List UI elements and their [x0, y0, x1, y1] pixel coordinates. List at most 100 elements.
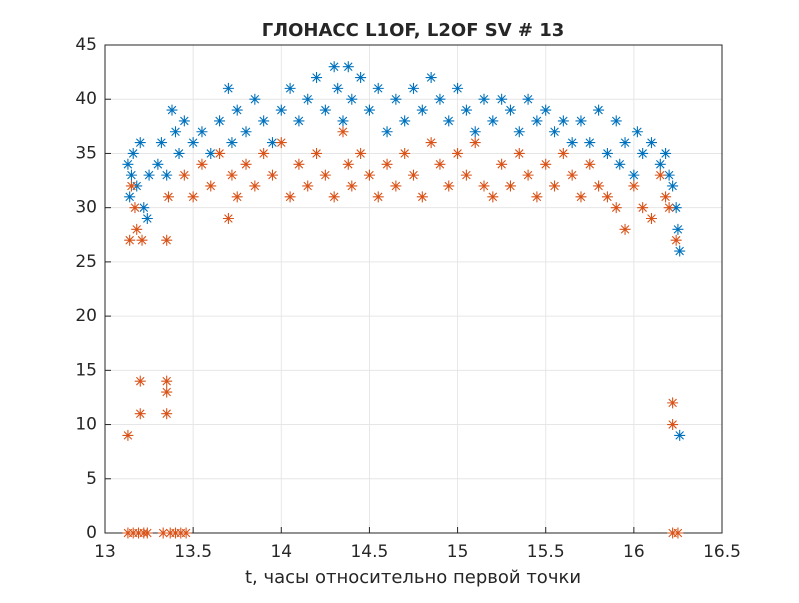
data-point	[328, 61, 340, 73]
data-point	[124, 191, 136, 203]
x-tick-label: 14	[270, 542, 292, 562]
data-point	[425, 72, 437, 84]
data-point	[328, 191, 340, 203]
y-tick-label: 30	[75, 198, 97, 218]
data-point	[196, 158, 208, 170]
data-point	[275, 137, 287, 149]
data-point	[170, 126, 182, 138]
data-point	[610, 115, 622, 127]
data-point	[226, 169, 238, 181]
data-point	[496, 158, 508, 170]
data-point	[122, 429, 134, 441]
data-point	[231, 191, 243, 203]
data-point	[342, 61, 354, 73]
data-point	[275, 104, 287, 116]
data-point	[408, 169, 419, 181]
data-point	[127, 147, 139, 159]
x-tick-label: 16.5	[703, 542, 741, 562]
data-point	[226, 137, 238, 149]
data-point	[452, 82, 464, 94]
data-point	[504, 180, 516, 192]
data-point	[214, 147, 226, 159]
y-tick-label: 45	[75, 35, 97, 55]
data-point	[390, 180, 402, 192]
data-point	[619, 223, 631, 235]
data-point	[522, 93, 534, 105]
data-point	[557, 147, 569, 159]
data-point	[240, 126, 252, 138]
data-point	[645, 213, 657, 225]
data-point	[434, 93, 446, 105]
data-point	[469, 126, 481, 138]
data-point	[122, 158, 134, 170]
data-point	[399, 115, 411, 127]
x-tick-label: 15.5	[527, 542, 565, 562]
data-point	[124, 234, 136, 246]
data-point	[284, 191, 296, 203]
data-point	[138, 202, 150, 214]
data-point	[654, 169, 666, 181]
data-point	[173, 147, 185, 159]
data-point	[141, 527, 153, 539]
data-point	[549, 180, 561, 192]
data-point	[531, 191, 543, 203]
data-point	[487, 115, 499, 127]
data-point	[614, 158, 626, 170]
data-point	[302, 180, 314, 192]
data-point	[258, 115, 270, 127]
data-point	[311, 147, 323, 159]
data-point	[610, 202, 622, 214]
data-point	[134, 137, 146, 149]
data-point	[672, 223, 684, 235]
data-point	[443, 180, 455, 192]
data-point	[381, 158, 393, 170]
data-point	[284, 82, 296, 94]
y-tick-label: 35	[75, 143, 97, 163]
data-point	[399, 147, 411, 159]
data-point	[134, 375, 146, 387]
x-tick-label: 13	[94, 542, 116, 562]
data-point	[155, 137, 167, 149]
data-point	[667, 180, 679, 192]
data-point	[311, 72, 323, 84]
data-point	[425, 137, 437, 149]
data-point	[249, 93, 261, 105]
data-point	[125, 180, 137, 192]
data-point	[660, 191, 672, 203]
data-point	[319, 104, 331, 116]
data-point	[575, 191, 587, 203]
x-tick-label: 16	[623, 542, 645, 562]
data-point	[293, 158, 305, 170]
data-point	[332, 82, 344, 94]
data-point	[575, 115, 587, 127]
data-point	[161, 386, 173, 398]
data-point	[372, 82, 384, 94]
data-point	[540, 104, 552, 116]
data-point	[136, 234, 148, 246]
data-point	[504, 104, 516, 116]
y-tick-label: 15	[75, 360, 97, 380]
data-point	[355, 72, 367, 84]
data-point	[129, 202, 141, 214]
data-point	[178, 169, 190, 181]
data-point	[125, 169, 137, 181]
data-point	[487, 191, 499, 203]
data-point	[672, 527, 684, 539]
data-point	[363, 104, 375, 116]
data-point	[355, 147, 367, 159]
data-point	[593, 104, 605, 116]
data-point	[178, 115, 190, 127]
data-point	[131, 223, 143, 235]
x-axis-label: t, часы относительно первой точки	[245, 567, 581, 588]
data-point	[258, 147, 270, 159]
data-point	[231, 104, 243, 116]
data-point	[663, 169, 675, 181]
data-point	[667, 419, 679, 431]
data-point	[266, 169, 278, 181]
x-tick-label: 15	[447, 542, 469, 562]
data-point	[381, 126, 393, 138]
data-point	[214, 115, 226, 127]
data-point	[654, 158, 666, 170]
